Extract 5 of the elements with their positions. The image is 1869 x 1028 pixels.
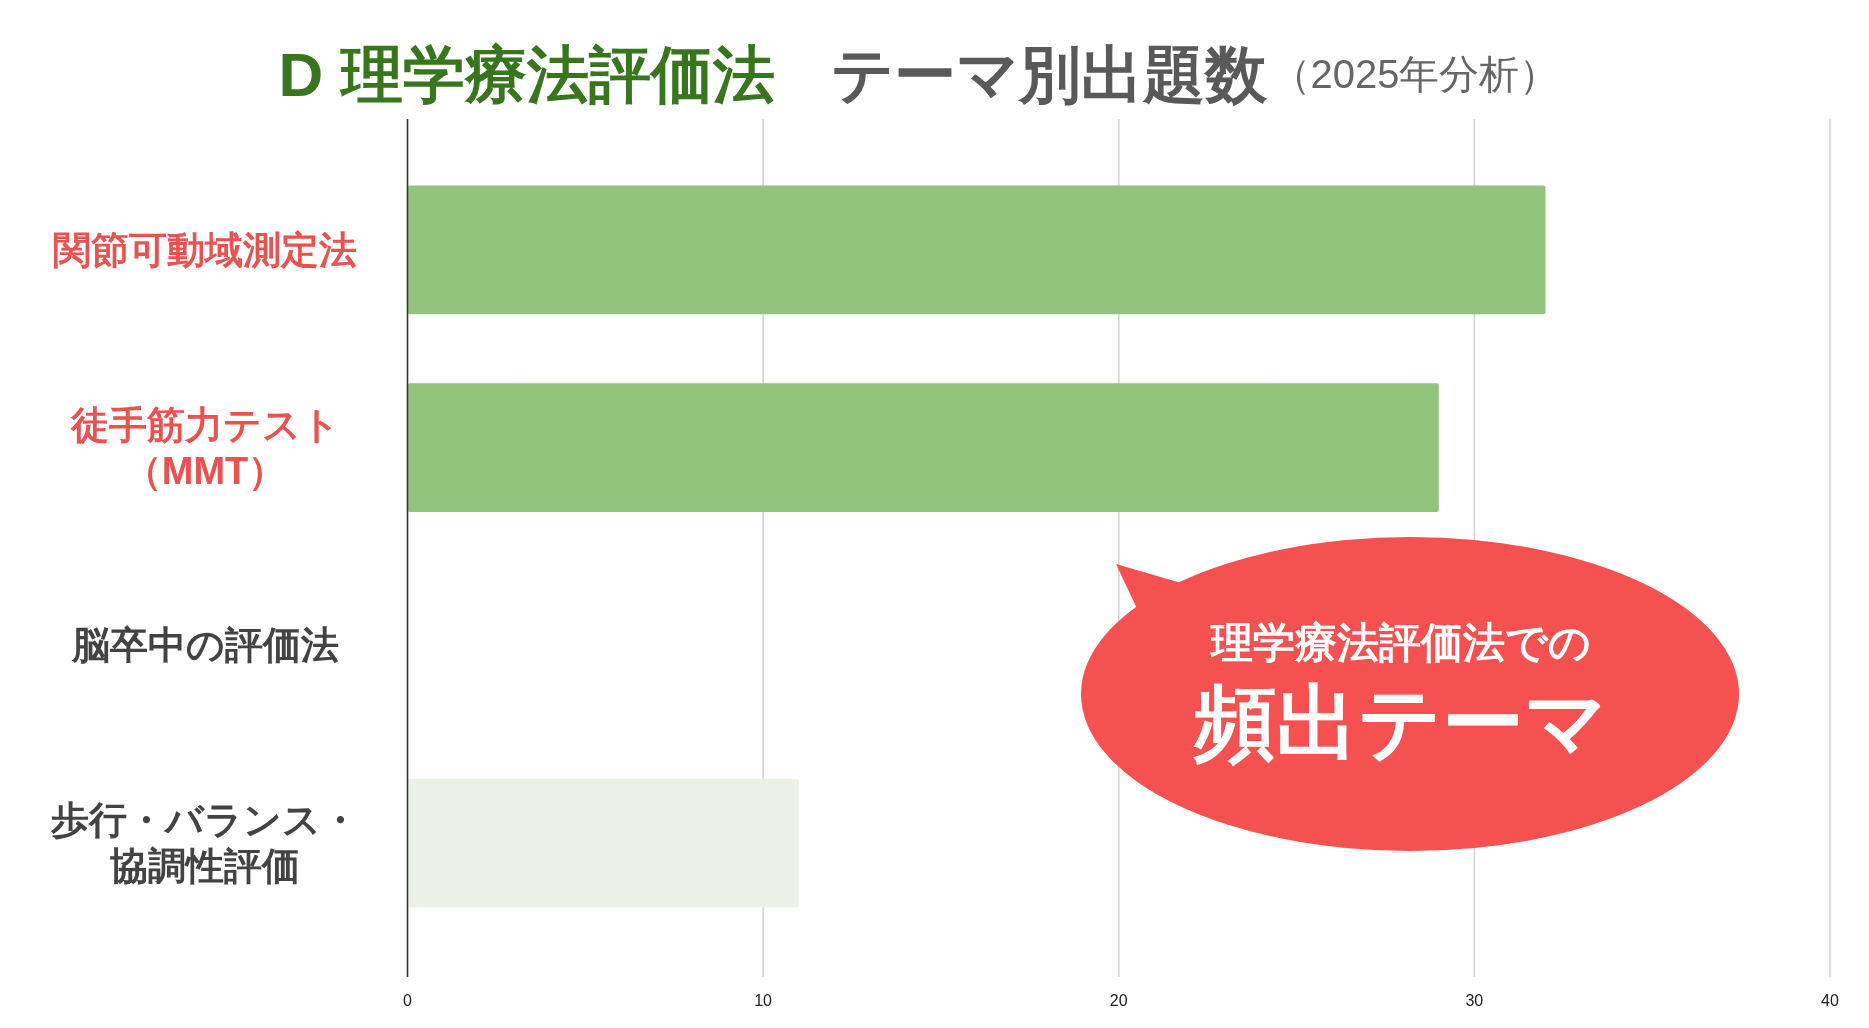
tick-label: 40	[1821, 991, 1839, 1009]
tick-label: 10	[754, 991, 772, 1009]
tick-label: 20	[1109, 991, 1128, 1009]
tick-label: 30	[1465, 991, 1484, 1009]
tick-label: 0	[403, 991, 412, 1009]
